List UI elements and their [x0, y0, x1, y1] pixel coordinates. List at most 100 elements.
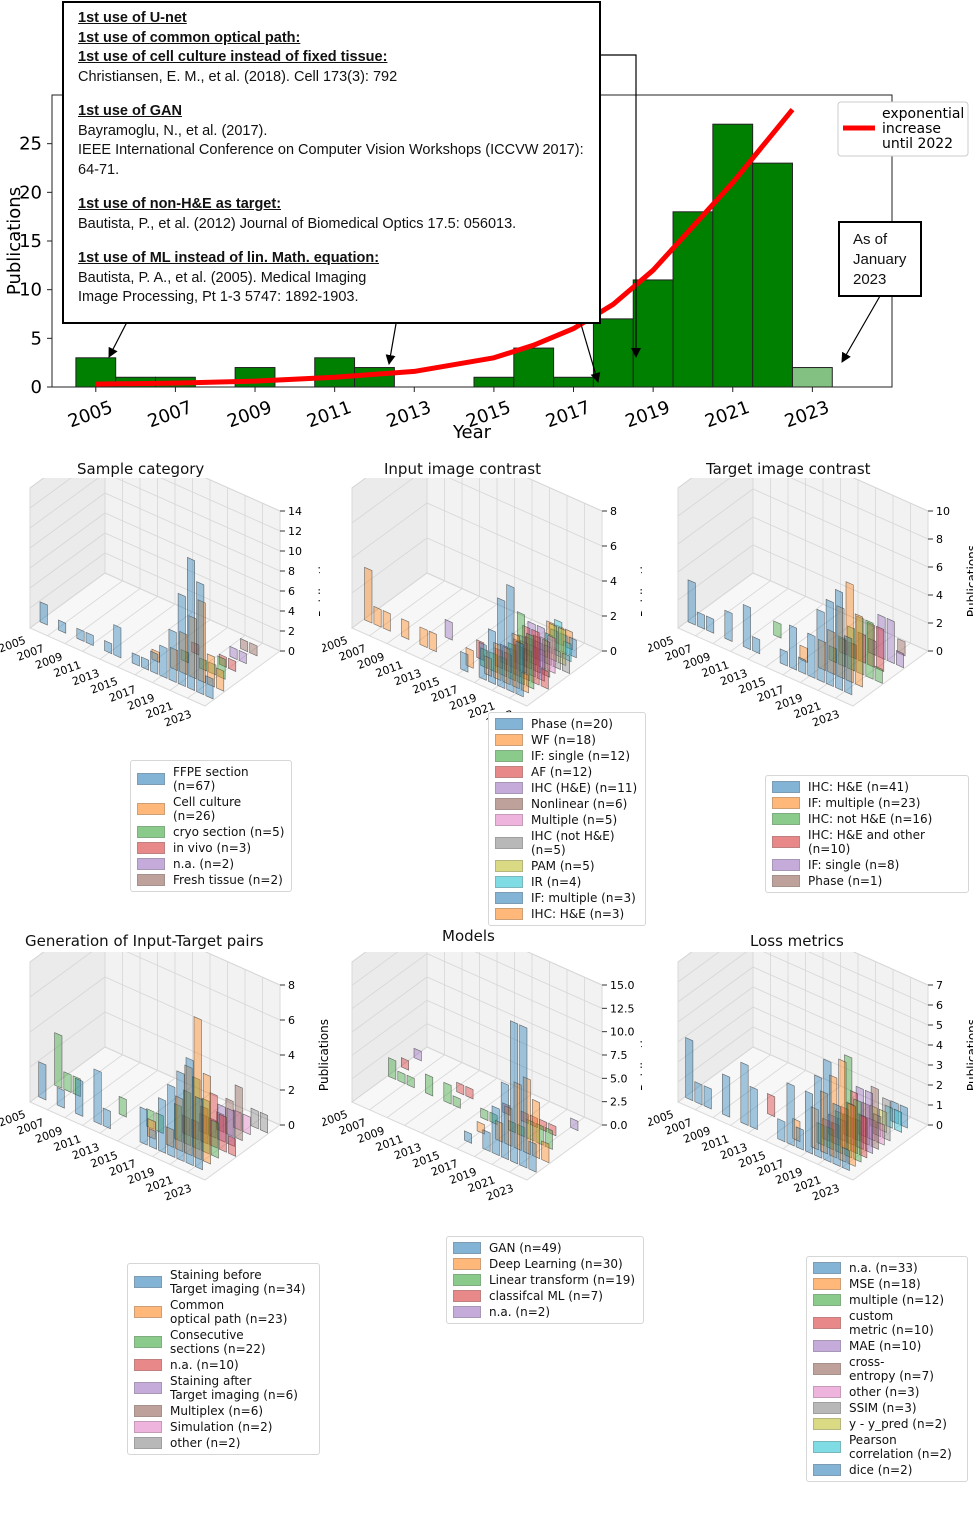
- legend-label: IF: multiple (n=3): [531, 891, 636, 905]
- z-tick-label: 2: [610, 610, 617, 623]
- legend-label: n.a. (n=2): [173, 857, 235, 871]
- bar-s2-y13: [180, 649, 189, 664]
- loss-3d-chart: 0 1 2 3 4 5 6 7 Publications 2005 2007 2009 2011 2013…: [648, 952, 973, 1252]
- bar-s4-y16: [877, 613, 886, 661]
- grid: [677, 952, 929, 1173]
- timeline-ylabel: Publications: [4, 187, 25, 295]
- annotation-box: 1st use of U-net 1st use of common optic…: [62, 1, 601, 324]
- z-tick-label: 5: [936, 1019, 943, 1032]
- z-tick-label: 0.0: [610, 1119, 628, 1132]
- legend-entry: IHC: not H&E (n=16): [772, 811, 962, 827]
- legend-swatch: [495, 766, 523, 778]
- legend-swatch: [134, 1276, 162, 1288]
- bar-s1-y18: [541, 1140, 550, 1164]
- bar-s5-y17: [897, 638, 906, 657]
- sample-legend: FFPE section (n=67) Cell culture (n=26) cr…: [130, 760, 292, 892]
- bar-s0-y2: [703, 1085, 712, 1110]
- z-tick-label: 4: [936, 1039, 943, 1052]
- bar-s2-y16: [856, 615, 865, 676]
- bar-s0-y16: [510, 1020, 519, 1165]
- z-axis-label: Publications: [965, 545, 973, 617]
- z-tick-label: 0: [288, 645, 295, 658]
- legend-label: other (n=3): [849, 1385, 920, 1399]
- legend-entry: Staining before Target imaging (n=34): [134, 1267, 313, 1297]
- bar-s3-y17: [876, 625, 885, 672]
- legend-entry: Cell culture (n=26): [137, 794, 285, 824]
- bar-s3-y17: [228, 657, 237, 672]
- bar-s2-y16: [208, 661, 217, 676]
- timeline-bar-2009: [234, 367, 276, 388]
- legend-entry: n.a. (n=10): [134, 1357, 313, 1373]
- bar-s0-y14: [168, 628, 177, 683]
- bar-s2-y17: [217, 655, 226, 680]
- bar-s1-y1: [373, 605, 382, 628]
- legend-label: custom metric (n=10): [849, 1309, 934, 1337]
- legend-entry: IHC (not H&E) (n=5): [495, 828, 639, 858]
- arrow-as-of: [841, 295, 881, 363]
- timeline-xtick-label: 2007: [145, 397, 195, 432]
- bar-s0-y7: [104, 640, 113, 655]
- timeline-xtick-label: 2019: [623, 397, 673, 432]
- z-tick-label: 10: [936, 505, 950, 518]
- legend-entry: IHC: H&E and other (n=10): [772, 827, 962, 857]
- bar-s2-y4: [425, 1073, 434, 1097]
- timeline-bar-2011: [314, 357, 356, 388]
- legend-label: n.a. (n=2): [489, 1305, 551, 1319]
- annotation-non-he-citation: Bautista, P., et al. (2012) Journal of B…: [78, 215, 517, 232]
- annotation-ml-heading: 1st use of ML instead of lin. Math. equa…: [78, 250, 380, 266]
- bar-s4-y15: [868, 637, 877, 656]
- bar-s0-y13: [478, 641, 487, 681]
- bar-s2-y15: [192, 1076, 201, 1151]
- z-tick-label: 8: [288, 565, 295, 578]
- timeline-bar-2019: [632, 279, 674, 388]
- legend-swatch: [453, 1242, 481, 1254]
- bar-s0-y15: [825, 598, 834, 688]
- bar-s0-y2: [706, 615, 715, 634]
- legend-swatch: [813, 1386, 841, 1398]
- legend-label: MSE (n=18): [849, 1277, 921, 1291]
- bar-s3-y0: [401, 1057, 409, 1071]
- z-tick-label: 6: [610, 540, 617, 553]
- bar-s1-y6: [419, 626, 428, 649]
- z-tick-label: 8: [610, 505, 617, 518]
- legend-swatch: [495, 860, 523, 872]
- legend-label: multiple (n=12): [849, 1293, 945, 1307]
- bar-s1-y15: [836, 605, 845, 680]
- bar-s2-y10: [480, 1107, 489, 1122]
- z-axis-label: Publications: [639, 1019, 642, 1091]
- timeline-bar-2022: [752, 162, 793, 388]
- legend-label: classifcal ML (n=7): [489, 1289, 603, 1303]
- legend-entry: y - y_pred (n=2): [813, 1416, 961, 1432]
- bar-s6-y17: [242, 1113, 251, 1136]
- bar-s4-y18: [896, 650, 904, 669]
- legend-swatch: [137, 826, 165, 838]
- trend-legend-label: exponential: [882, 106, 964, 122]
- bar-s3-y6: [456, 1081, 465, 1096]
- bar-s0-y16: [835, 588, 843, 692]
- bar-s0-y12: [150, 650, 159, 675]
- bar-s1-y15: [188, 615, 197, 680]
- legend-swatch: [813, 1340, 841, 1352]
- legend-entry: in vivo (n=3): [137, 840, 285, 856]
- bar-s3-y16: [548, 1122, 557, 1137]
- bar-s1-y15: [184, 1064, 193, 1157]
- loss-title: Loss metrics: [750, 932, 844, 950]
- legend-swatch: [813, 1441, 841, 1453]
- bar-s2-y10: [146, 1108, 155, 1130]
- grid: [677, 478, 929, 699]
- legend-entry: IF: multiple (n=23): [772, 795, 962, 811]
- timeline-chart: 0 5 10 15 20 25 2005 2007 2009 2011 2013 2015 2017 20…: [0, 0, 973, 450]
- bar-s2-y15: [847, 625, 856, 672]
- bar-s1-y16: [193, 1016, 202, 1161]
- bar-s0-y0: [38, 1061, 47, 1101]
- trend-line: [95, 108, 795, 387]
- timeline-xtick-label: 2009: [225, 397, 275, 432]
- legend-label: PAM (n=5): [531, 859, 595, 873]
- z-tick-label: 2: [936, 1079, 943, 1092]
- legend-swatch: [134, 1306, 162, 1318]
- timeline-ytick-label: 15: [19, 231, 42, 252]
- bar-s5-y17: [234, 1084, 243, 1142]
- z-tick-label: 1: [936, 1099, 943, 1112]
- timeline-xtick-label: 2011: [304, 397, 354, 432]
- bar-s5-y16: [240, 638, 249, 653]
